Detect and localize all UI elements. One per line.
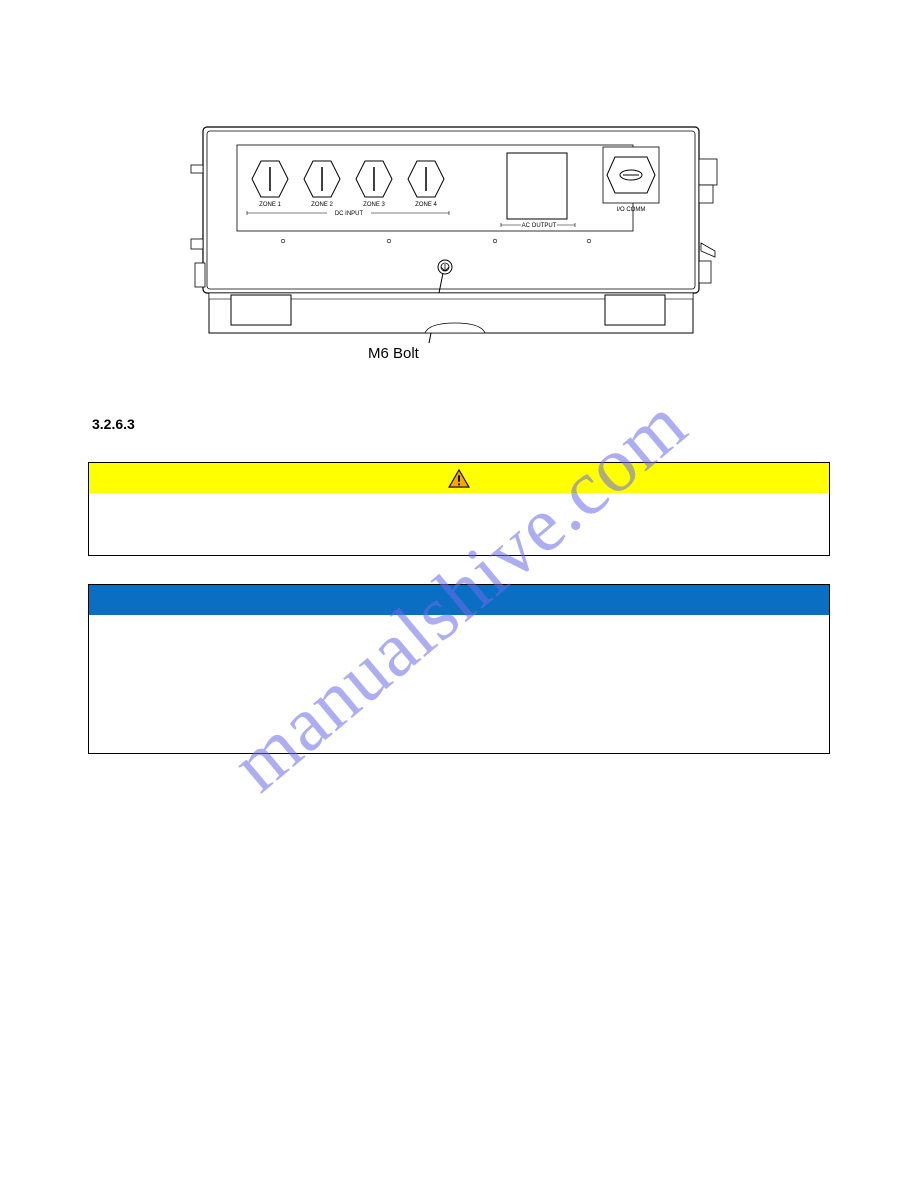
- caution-box: [88, 462, 830, 556]
- caution-header: [89, 463, 829, 493]
- notice-header: [89, 585, 829, 615]
- zone-label: ZONE 1: [259, 202, 281, 208]
- ac-output-label: AC OUTPUT: [522, 223, 557, 229]
- warning-icon: [448, 469, 470, 488]
- dc-input-label: DC INPUT: [335, 211, 364, 217]
- notice-box: [88, 584, 830, 754]
- zone-label: ZONE 3: [363, 202, 385, 208]
- caution-body: [89, 493, 829, 555]
- figure-caption: M6 Bolt: [368, 345, 419, 362]
- device-figure: ZONE 1 ZONE 2 ZONE 3 ZONE 4 DC INPUT: [185, 123, 725, 348]
- page: manualshive.com ZONE 1: [0, 0, 918, 1188]
- notice-body: [89, 615, 829, 753]
- section-number: 3.2.6.3: [92, 416, 135, 432]
- io-comm-label: I/O COMM: [617, 207, 646, 213]
- zone-label: ZONE 2: [311, 202, 333, 208]
- zone-label: ZONE 4: [415, 202, 437, 208]
